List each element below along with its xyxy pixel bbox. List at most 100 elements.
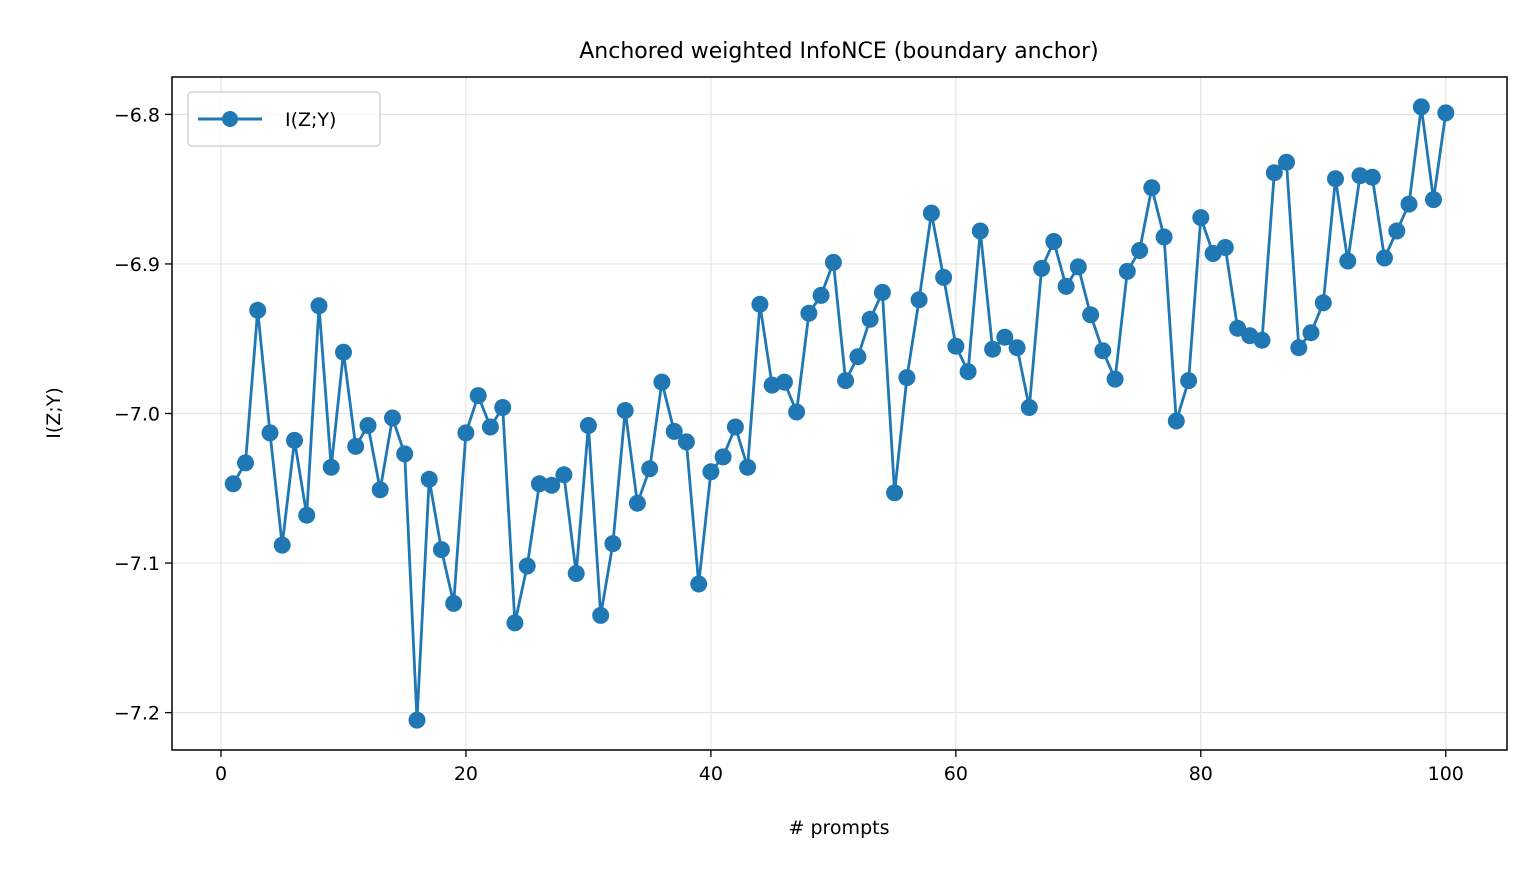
data-point (261, 424, 279, 442)
data-point (469, 387, 487, 405)
y-axis: −7.2 −7.1 −7.0 −6.9 −6.8 (114, 104, 172, 725)
data-point (984, 340, 1002, 358)
x-tick-label: 40 (699, 763, 723, 785)
data-point (775, 373, 793, 391)
data-point (1290, 339, 1308, 357)
data-point (714, 448, 732, 466)
data-point (1167, 412, 1185, 430)
data-point (273, 536, 291, 554)
data-point (298, 506, 316, 524)
data-point (910, 291, 928, 309)
data-point (1082, 306, 1100, 324)
data-point (1155, 228, 1173, 246)
data-point (1302, 324, 1320, 342)
legend-marker-swatch (222, 111, 238, 127)
data-point (1106, 370, 1124, 388)
data-point (506, 614, 524, 632)
data-point (1229, 319, 1247, 337)
data-point (543, 476, 561, 494)
data-point (1131, 242, 1149, 259)
data-point (249, 301, 267, 319)
data-point (1216, 239, 1234, 256)
data-point (947, 337, 965, 355)
data-point (1253, 331, 1271, 349)
data-point (530, 475, 548, 493)
data-point (310, 297, 328, 315)
y-tick-label: −7.2 (114, 703, 160, 725)
legend-label: I(Z;Y) (285, 109, 336, 131)
data-point (1339, 252, 1357, 270)
x-tick-label: 20 (454, 763, 478, 785)
series-layer (224, 98, 1455, 729)
data-point (1045, 233, 1063, 250)
data-point (1020, 399, 1038, 416)
y-tick-label: −6.8 (114, 104, 160, 126)
data-point (812, 286, 830, 304)
x-tick-label: 100 (1428, 763, 1464, 785)
data-point (445, 594, 463, 612)
data-point (665, 422, 683, 440)
data-point (861, 310, 879, 328)
data-point (726, 418, 744, 436)
data-point (739, 458, 757, 476)
data-point (567, 565, 585, 582)
data-point (971, 222, 989, 240)
data-point (1363, 168, 1381, 186)
data-point (359, 417, 377, 434)
data-point (322, 458, 340, 476)
data-point (996, 328, 1014, 346)
data-point (420, 470, 438, 488)
data-point (408, 711, 426, 729)
data-point (432, 541, 450, 559)
data-point (837, 372, 855, 390)
data-point (751, 295, 769, 313)
data-point (1351, 167, 1369, 185)
y-tick-label: −6.9 (114, 254, 160, 276)
data-point (481, 418, 499, 436)
data-point (1278, 153, 1295, 171)
data-point (690, 575, 708, 593)
data-point (555, 466, 573, 484)
data-point (1192, 209, 1210, 227)
data-point (1008, 339, 1026, 357)
data-point (457, 424, 475, 442)
data-point (1425, 191, 1442, 209)
data-point (935, 268, 953, 286)
x-tick-label: 60 (944, 763, 968, 785)
legend-box (187, 91, 381, 147)
data-point (788, 403, 806, 421)
y-tick-label: −7.1 (114, 553, 160, 575)
data-point (347, 437, 365, 455)
data-point (384, 409, 401, 427)
data-point (873, 283, 891, 301)
x-tick-label: 80 (1189, 763, 1213, 785)
data-point (396, 445, 414, 463)
data-point (1314, 294, 1332, 312)
data-point (1412, 98, 1430, 116)
data-point (237, 454, 254, 472)
data-point (592, 606, 610, 624)
data-point (1143, 179, 1161, 197)
data-point (800, 304, 818, 322)
data-point (677, 433, 695, 451)
data-point (494, 399, 512, 416)
data-point (641, 460, 659, 478)
data-point (579, 417, 597, 434)
grid (172, 77, 1507, 750)
data-point (653, 373, 671, 391)
data-point (1033, 259, 1051, 277)
y-axis-label: I(Z;Y) (43, 387, 65, 438)
data-point (1094, 342, 1112, 360)
data-point (1069, 258, 1087, 276)
data-point (1180, 372, 1198, 390)
data-point (702, 463, 720, 481)
chart-title: Anchored weighted InfoNCE (boundary anch… (579, 39, 1099, 64)
data-point (628, 494, 646, 512)
data-point (224, 475, 242, 493)
x-axis-label: # prompts (789, 817, 890, 839)
x-axis: 0 20 40 60 80 100 (215, 750, 1464, 785)
data-point (1376, 249, 1393, 267)
legend: I(Z;Y) (187, 91, 381, 147)
data-point (286, 431, 303, 449)
